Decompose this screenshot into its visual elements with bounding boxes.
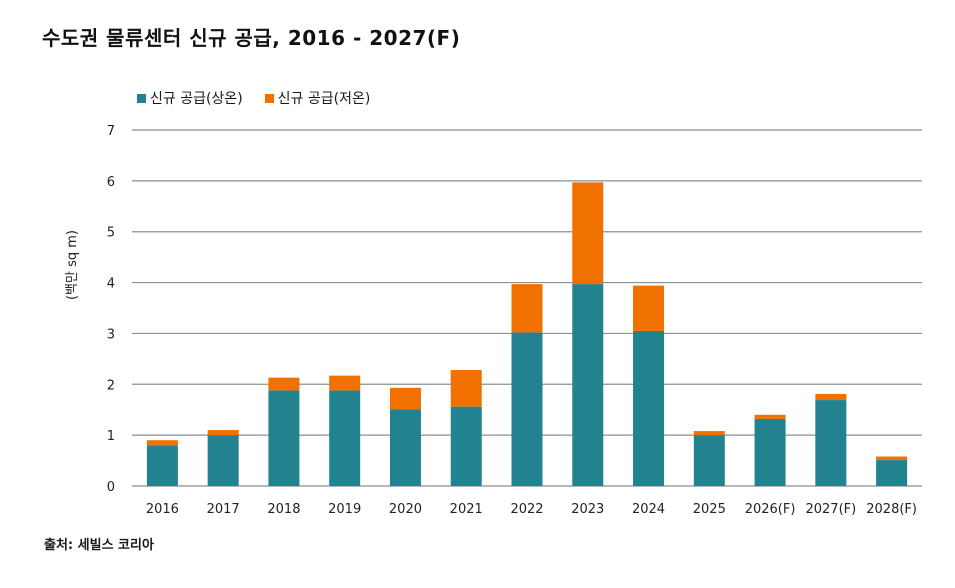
legend-label-upper: 신규 공급(상온) xyxy=(150,91,243,107)
bars xyxy=(146,182,908,486)
bar-lower-2022 xyxy=(511,284,543,333)
source-note: 출처: 세빌스 코리아 xyxy=(44,538,154,553)
bar-lower-2016 xyxy=(146,440,178,446)
x-tick-label: 2016 xyxy=(146,502,179,517)
bar-lower-2023 xyxy=(572,182,604,285)
y-tick-labels: 0 1 2 3 4 5 6 7 xyxy=(107,124,115,495)
x-tick-label: 2017 xyxy=(207,502,240,517)
y-tick-label: 2 xyxy=(107,378,115,393)
bar-lower-2021 xyxy=(450,370,482,407)
y-tick-label: 5 xyxy=(107,226,115,241)
bar-lower-2028(F) xyxy=(876,456,908,461)
y-tick-label: 1 xyxy=(107,429,115,444)
bar-lower-2019 xyxy=(329,375,361,391)
bar-lower-2027(F) xyxy=(815,393,847,401)
y-tick-label: 0 xyxy=(107,480,115,495)
bar-lower-2024 xyxy=(633,285,665,331)
legend-label-lower: 신규 공급(저온) xyxy=(277,91,371,107)
x-tick-label: 2027(F) xyxy=(805,502,856,517)
bar-upper-2019 xyxy=(329,390,361,486)
legend: 신규 공급(상온) 신규 공급(저온) xyxy=(137,88,370,108)
bar-lower-2026(F) xyxy=(754,414,786,419)
chart-title: 수도권 물류센터 신규 공급, 2016 - 2027(F) xyxy=(42,26,461,50)
bar-upper-2025 xyxy=(693,435,725,486)
bar-lower-2025 xyxy=(693,431,725,436)
x-tick-label: 2028(F) xyxy=(866,502,917,517)
legend-item-lower: 신규 공급(저온) xyxy=(264,88,371,108)
bar-upper-2027(F) xyxy=(815,400,847,486)
bar-upper-2021 xyxy=(450,406,482,486)
x-tick-label: 2026(F) xyxy=(745,502,796,517)
bar-upper-2016 xyxy=(146,445,178,486)
x-tick-label: 2024 xyxy=(632,502,665,517)
x-tick-label: 2023 xyxy=(571,502,604,517)
x-tick-label: 2025 xyxy=(693,502,726,517)
bar-upper-2028(F) xyxy=(876,460,908,486)
x-tick-label: 2020 xyxy=(389,502,422,517)
x-tick-label: 2018 xyxy=(267,502,300,517)
bar-upper-2022 xyxy=(511,332,543,486)
y-tick-label: 3 xyxy=(107,327,115,342)
legend-item-upper: 신규 공급(상온) xyxy=(137,88,243,108)
bar-lower-2020 xyxy=(389,387,421,410)
bar-upper-2018 xyxy=(268,390,300,486)
x-tick-label: 2021 xyxy=(450,502,483,517)
bar-lower-2018 xyxy=(268,377,300,391)
legend-swatch-lower xyxy=(264,93,274,103)
bar-upper-2024 xyxy=(633,330,665,486)
bar-upper-2020 xyxy=(389,409,421,486)
bar-lower-2017 xyxy=(207,430,239,436)
y-axis-label: (백만 sq m) xyxy=(65,230,80,300)
bar-upper-2017 xyxy=(207,435,239,486)
y-tick-label: 4 xyxy=(107,277,115,292)
legend-swatch-upper xyxy=(137,93,146,103)
bar-upper-2023 xyxy=(572,284,604,486)
bar-upper-2026(F) xyxy=(754,418,786,486)
x-tick-label: 2019 xyxy=(328,502,361,517)
y-tick-label: 6 xyxy=(107,175,115,190)
x-tick-label: 2022 xyxy=(510,502,543,517)
x-tick-labels: 2016 2017 2018 2019 2020 2021 2022 2023 2024 2025… xyxy=(146,502,917,517)
y-tick-label: 7 xyxy=(107,124,115,139)
